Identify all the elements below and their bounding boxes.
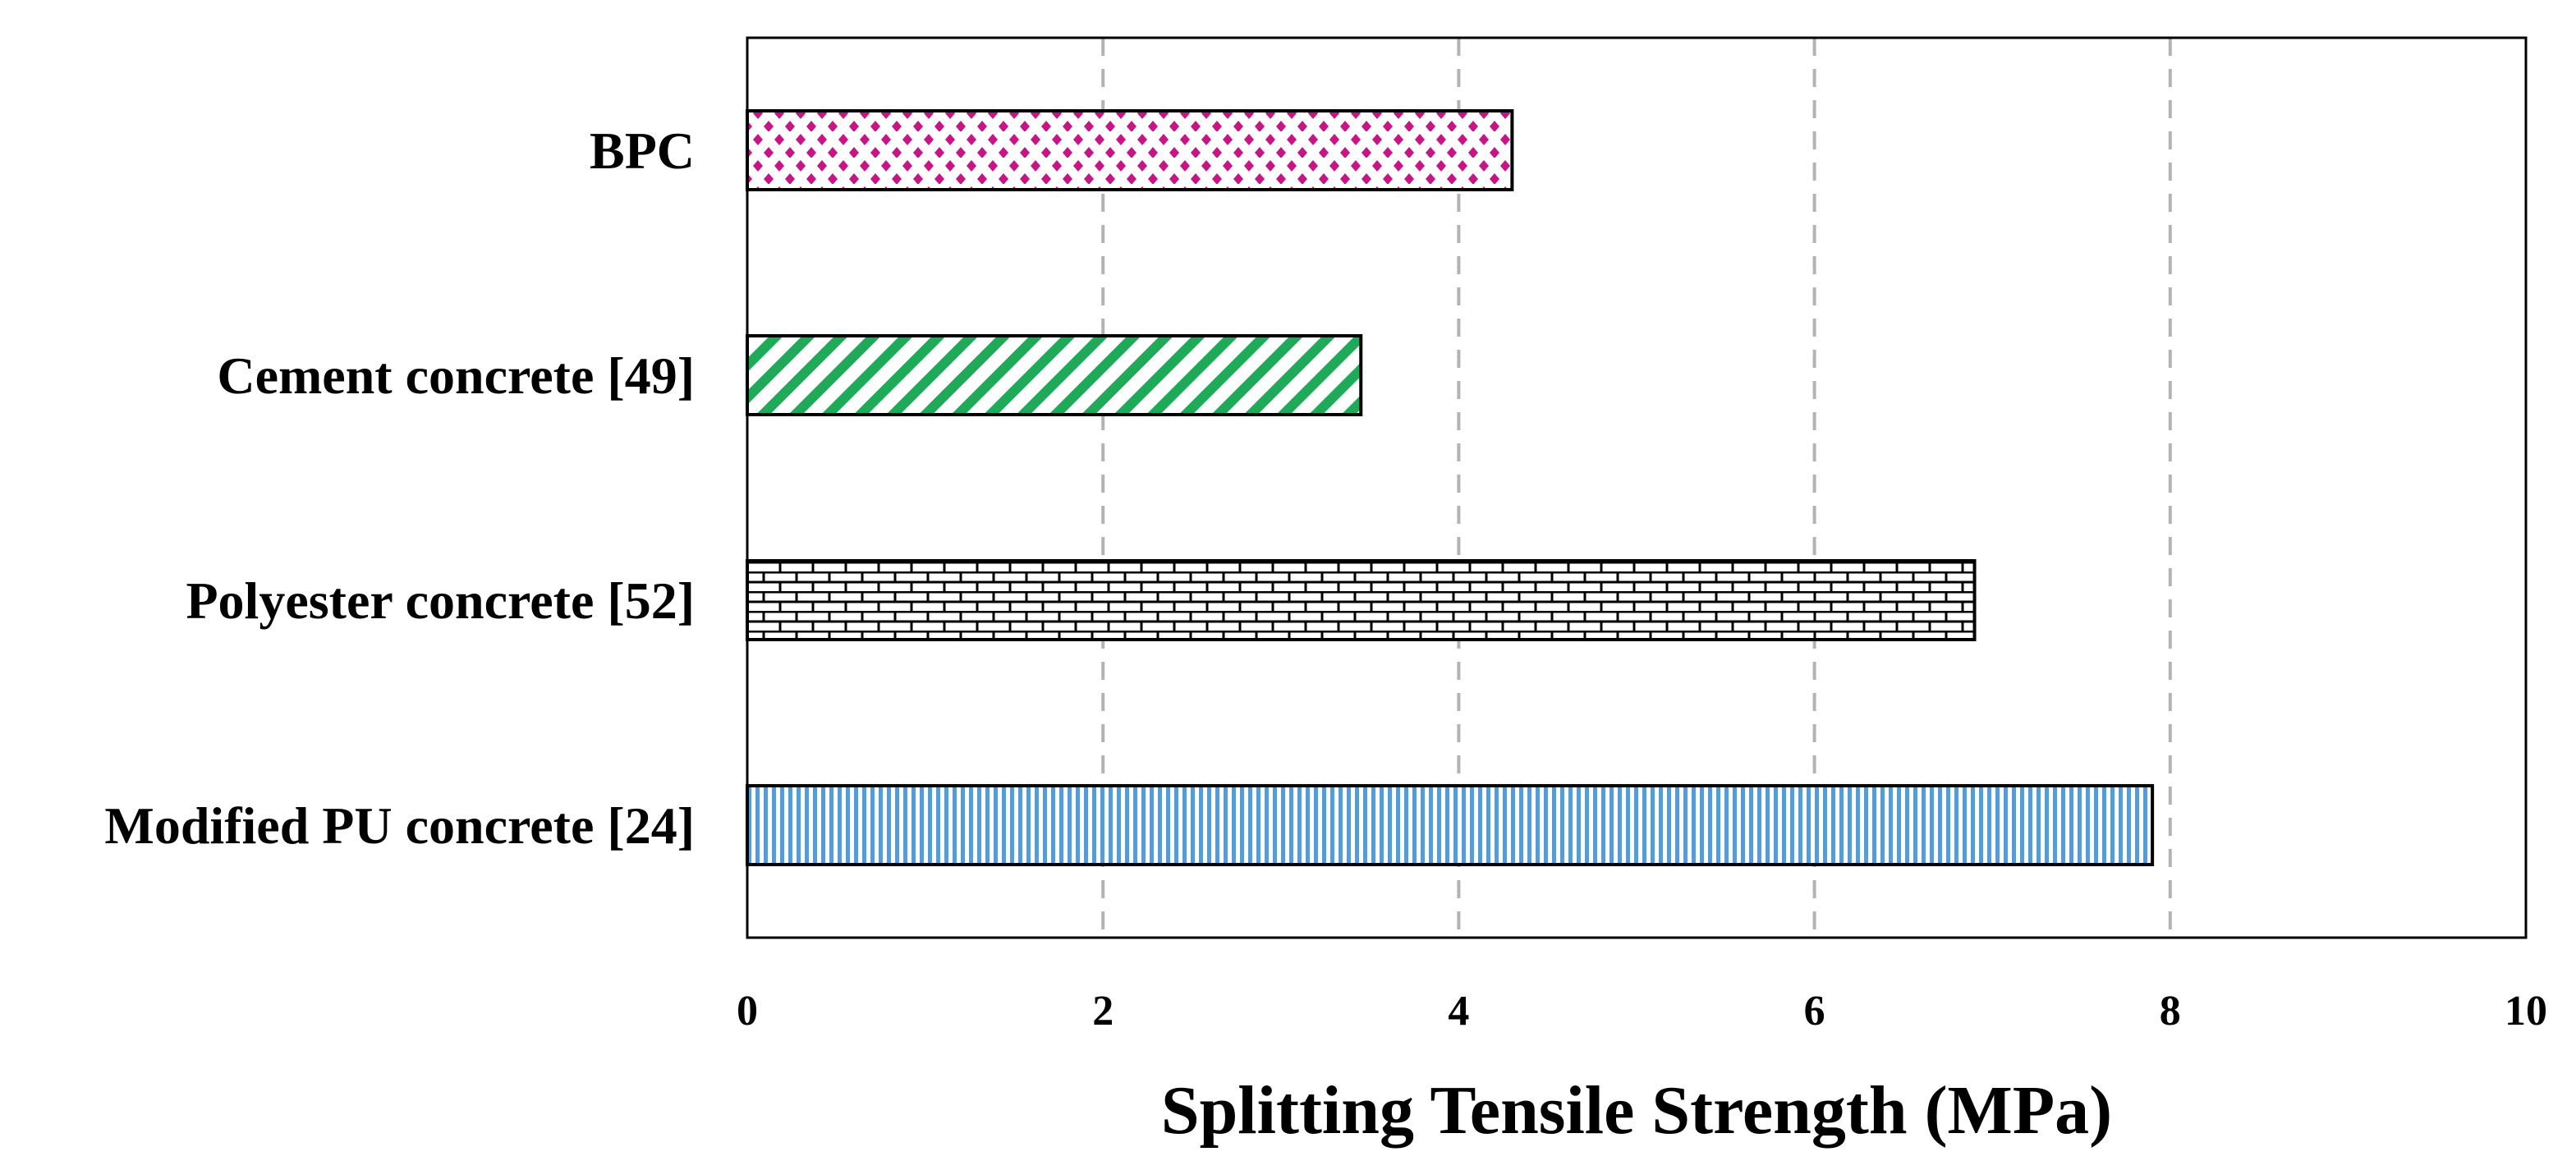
- x-axis-title: Splitting Tensile Strength (MPa): [1161, 1072, 2112, 1149]
- x-tick-label-5: 10: [2505, 988, 2547, 1035]
- bar-4: [746, 784, 2155, 866]
- x-tick-label-2: 4: [1448, 988, 1469, 1035]
- category-labels: BPC Cement concrete [49] Polyester concret…: [104, 122, 695, 855]
- bar-3: [746, 559, 1977, 641]
- x-tick-label-4: 8: [2160, 988, 2181, 1035]
- x-tick-label-1: 2: [1092, 988, 1114, 1035]
- x-tick-label-0: 0: [737, 988, 758, 1035]
- bars: [746, 109, 2155, 866]
- x-tick-label-3: 6: [1804, 988, 1825, 1035]
- category-label-2: Cement concrete [49]: [217, 346, 695, 405]
- bar-2: [746, 334, 1363, 416]
- category-label-4: Modified PU concrete [24]: [104, 796, 695, 855]
- category-label-1: BPC: [590, 122, 695, 180]
- bar-1: [746, 109, 1514, 191]
- category-label-3: Polyester concrete [52]: [186, 571, 695, 630]
- plot-area-frame: [746, 36, 2528, 939]
- x-tick-labels: 0 2 4 6 8 10: [737, 988, 2547, 1035]
